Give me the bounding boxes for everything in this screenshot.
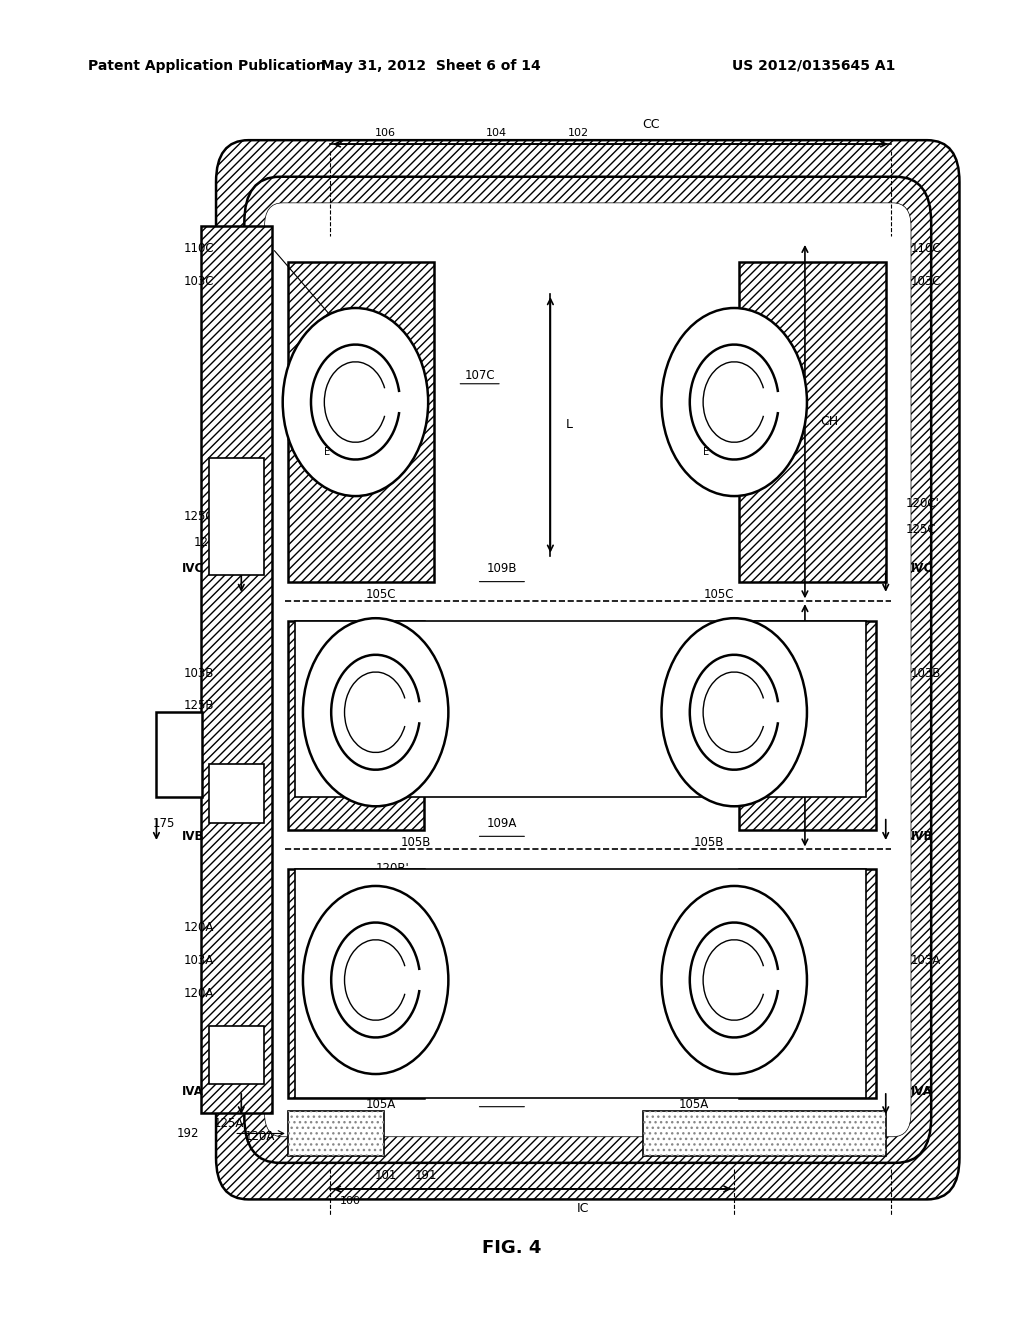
Circle shape — [303, 618, 449, 807]
Text: 110C: 110C — [183, 242, 214, 255]
Circle shape — [303, 886, 449, 1074]
Text: 105C: 105C — [366, 589, 396, 601]
Circle shape — [662, 618, 807, 807]
Text: 125B: 125B — [183, 700, 214, 713]
Text: 105C: 105C — [703, 589, 734, 601]
Text: 192: 192 — [176, 1127, 199, 1140]
Circle shape — [662, 886, 807, 1074]
Text: CC: CC — [642, 117, 659, 131]
Bar — [739, 620, 876, 830]
Text: 109O: 109O — [486, 1088, 518, 1100]
Text: 191: 191 — [415, 1170, 437, 1183]
Text: 106: 106 — [375, 128, 396, 137]
Text: E: E — [324, 446, 330, 457]
Text: 109A: 109A — [486, 817, 517, 830]
Text: 175: 175 — [153, 817, 175, 830]
Bar — [209, 458, 263, 576]
Text: 107A: 107A — [465, 948, 495, 961]
Bar — [288, 869, 424, 1097]
Text: N1: N1 — [744, 879, 761, 892]
Text: 112F: 112F — [625, 738, 654, 751]
Bar — [288, 261, 434, 582]
Text: 103A: 103A — [183, 954, 214, 968]
FancyBboxPatch shape — [264, 203, 911, 1137]
Text: Z: Z — [534, 742, 542, 755]
Text: 103C: 103C — [911, 275, 941, 288]
Text: N2: N2 — [744, 1068, 761, 1081]
Text: IC: IC — [577, 1203, 589, 1214]
Text: 120A: 120A — [183, 921, 214, 935]
Circle shape — [283, 308, 428, 496]
Bar — [209, 1026, 263, 1085]
Bar — [643, 1110, 886, 1156]
FancyBboxPatch shape — [245, 177, 931, 1163]
Text: CH: CH — [820, 414, 839, 428]
Text: 103A: 103A — [911, 954, 941, 968]
Text: N1: N1 — [338, 879, 354, 892]
Text: 120B': 120B' — [376, 862, 410, 875]
Text: 110A: 110A — [371, 961, 401, 973]
Bar — [209, 764, 263, 824]
Text: L: L — [565, 418, 572, 432]
Text: US 2012/0135645 A1: US 2012/0135645 A1 — [732, 58, 896, 73]
Text: FIG. 4: FIG. 4 — [482, 1238, 542, 1257]
Text: 109B: 109B — [486, 562, 517, 576]
Text: 110A: 110A — [734, 961, 765, 973]
Text: IVB: IVB — [181, 830, 204, 843]
Bar — [201, 226, 271, 1113]
Bar — [288, 1110, 384, 1156]
Text: E: E — [702, 446, 709, 457]
Text: 100: 100 — [340, 1196, 361, 1205]
Text: L: L — [565, 709, 572, 722]
Text: 103B: 103B — [911, 667, 941, 680]
Text: 105B: 105B — [694, 837, 724, 849]
Text: Patent Application Publication: Patent Application Publication — [88, 58, 326, 73]
Text: 125C: 125C — [906, 523, 937, 536]
Text: May 31, 2012  Sheet 6 of 14: May 31, 2012 Sheet 6 of 14 — [322, 58, 541, 73]
Text: 125C: 125C — [183, 510, 214, 523]
Text: 120B: 120B — [350, 758, 381, 771]
Text: IVC: IVC — [181, 562, 204, 576]
Text: 120C': 120C' — [906, 496, 940, 510]
Circle shape — [662, 308, 807, 496]
Text: 103B: 103B — [183, 667, 214, 680]
Bar — [288, 1110, 384, 1156]
Bar — [288, 620, 424, 830]
Text: 105A: 105A — [679, 1097, 709, 1110]
Bar — [643, 1110, 886, 1156]
Text: 120A: 120A — [245, 1130, 274, 1143]
Bar — [157, 713, 202, 797]
Bar — [739, 261, 886, 582]
Text: 112F: 112F — [452, 738, 480, 751]
Text: 107B: 107B — [426, 667, 457, 680]
Bar — [295, 869, 865, 1097]
Bar — [739, 869, 876, 1097]
Text: 120C: 120C — [194, 536, 224, 549]
Text: L: L — [565, 973, 572, 986]
Text: IVB: IVB — [911, 830, 934, 843]
Text: IVC: IVC — [911, 562, 933, 576]
Text: 105A: 105A — [366, 1097, 396, 1110]
Bar — [201, 226, 271, 1113]
Text: N2: N2 — [338, 1068, 354, 1081]
Text: 104: 104 — [486, 128, 508, 137]
Text: IVA: IVA — [911, 1085, 933, 1097]
Text: 120A: 120A — [183, 986, 214, 999]
Text: 101: 101 — [375, 1170, 397, 1183]
Text: 103C: 103C — [183, 275, 214, 288]
Text: 110C: 110C — [911, 242, 942, 255]
Text: 125A: 125A — [214, 1117, 245, 1130]
Bar — [295, 620, 865, 797]
Text: IVA: IVA — [182, 1085, 204, 1097]
Text: 102: 102 — [567, 128, 589, 137]
Text: 107C: 107C — [464, 370, 495, 383]
Text: 105B: 105B — [400, 837, 431, 849]
Text: IH: IH — [820, 719, 834, 731]
Text: 110B: 110B — [774, 686, 805, 700]
FancyBboxPatch shape — [283, 226, 893, 1113]
Text: 110B: 110B — [335, 700, 366, 713]
